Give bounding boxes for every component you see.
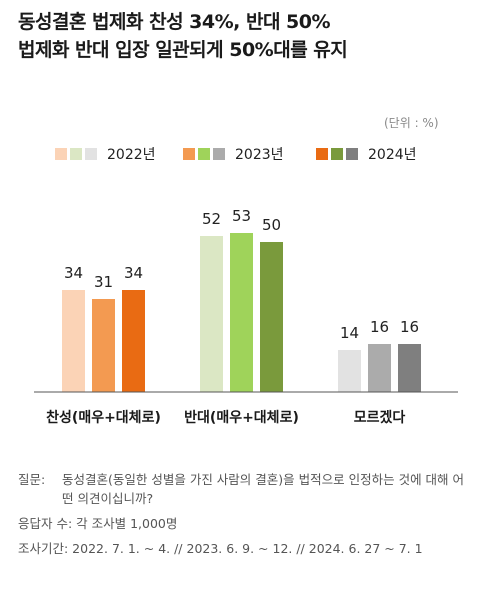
title-line-2: 법제화 반대 입장 일관되게 50%대를 유지: [18, 39, 348, 61]
legend-swatch: [346, 148, 358, 160]
respondents-note: 응답자 수: 각 조사별 1,000명: [18, 516, 178, 531]
legend-label: 2023년: [235, 147, 284, 163]
data-label: 50: [262, 216, 281, 234]
category-label: 반대(매우+대체로): [184, 409, 299, 426]
legend-swatch: [213, 148, 225, 160]
bar: [260, 242, 283, 392]
legend-swatch: [70, 148, 82, 160]
survey-period-note: 조사기간: 2022. 7. 1. ~ 4. // 2023. 6. 9. ~ …: [18, 541, 423, 556]
data-label: 34: [64, 264, 83, 282]
legend-label: 2024년: [368, 147, 417, 163]
bar: [92, 299, 115, 392]
bar: [368, 344, 391, 392]
question-label: 질문:: [18, 472, 46, 487]
bar: [230, 233, 253, 392]
legend-swatch: [183, 148, 195, 160]
data-label: 53: [232, 207, 251, 225]
legend-swatch: [85, 148, 97, 160]
data-label: 16: [370, 318, 389, 336]
bar: [200, 236, 223, 392]
data-label: 16: [400, 318, 419, 336]
data-label: 14: [340, 324, 359, 342]
unit-label: (단위 : %): [384, 116, 439, 130]
bar: [338, 350, 361, 392]
data-label: 34: [124, 264, 143, 282]
bar-chart: 2022년 2023년 2024년 34 31 34 찬성(매우+대체로) 52 53 50 반대(…: [34, 147, 458, 426]
chart-title: 동성결혼 법제화 찬성 34%, 반대 50% 법제화 반대 입장 일관되게 5…: [18, 8, 458, 64]
title-line-1: 동성결혼 법제화 찬성 34%, 반대 50%: [18, 11, 331, 33]
survey-question: 질문: 동성결혼(동일한 성별을 가진 사람의 결혼)을 법적으로 인정하는 것…: [18, 470, 468, 508]
data-label: 52: [202, 210, 221, 228]
bar: [398, 344, 421, 392]
chart-notes: 질문: 동성결혼(동일한 성별을 가진 사람의 결혼)을 법적으로 인정하는 것…: [18, 470, 468, 558]
data-label: 31: [94, 273, 113, 291]
legend-label: 2022년: [107, 147, 156, 163]
bar: [122, 290, 145, 392]
category-label: 모르겠다: [354, 409, 406, 426]
legend-swatch: [198, 148, 210, 160]
bar: [62, 290, 85, 392]
legend-swatch: [316, 148, 328, 160]
question-text: 동성결혼(동일한 성별을 가진 사람의 결혼)을 법적으로 인정하는 것에 대해…: [62, 472, 465, 506]
category-label: 찬성(매우+대체로): [46, 409, 161, 426]
legend-swatch: [55, 148, 67, 160]
legend-swatch: [331, 148, 343, 160]
